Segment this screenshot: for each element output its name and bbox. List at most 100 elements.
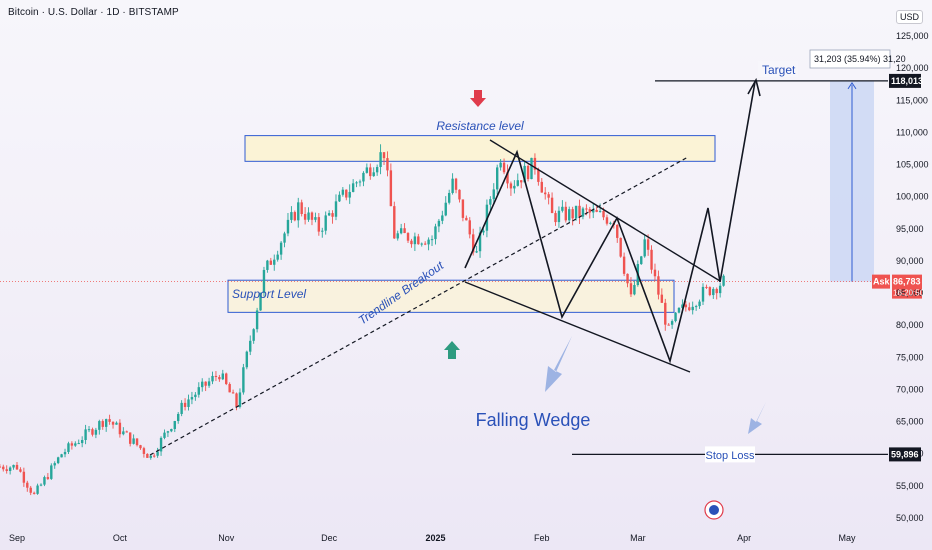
candle-body: [334, 201, 338, 217]
candle-body: [214, 375, 218, 378]
candle-body: [207, 381, 211, 386]
y-tick-label: 85,000: [896, 288, 924, 298]
candle-body: [372, 172, 375, 177]
candle-body: [458, 189, 461, 200]
up-arrow-icon: [444, 341, 460, 359]
candle-body: [434, 226, 437, 240]
candle-body: [283, 233, 286, 243]
x-tick-label: 2025: [425, 533, 445, 543]
candle-body: [245, 351, 249, 368]
candle-body: [310, 212, 314, 220]
candles-layer: [0, 144, 725, 496]
candle-body: [550, 197, 554, 214]
candle-body: [664, 302, 667, 325]
currency-button[interactable]: USD: [896, 10, 924, 24]
candle-body: [670, 321, 674, 325]
candle-body: [153, 455, 156, 457]
price-axis[interactable]: 125,000 120,000 115,000 110,000 105,000 100,0…: [896, 31, 929, 523]
candle-body: [39, 484, 43, 486]
candle-body: [674, 312, 677, 322]
candle-body: [564, 206, 567, 221]
candle-body: [681, 304, 684, 308]
symbol-title[interactable]: Bitcoin · U.S. Dollar · 1D · BITSTAMP: [8, 7, 179, 18]
candle-body: [698, 301, 701, 307]
candle-body: [520, 180, 523, 183]
candle-body: [290, 212, 293, 220]
resistance-label: Resistance level: [436, 119, 524, 133]
candle-body: [149, 455, 152, 458]
candle-body: [111, 421, 115, 425]
flag-badge-icon: [709, 505, 719, 515]
candle-body: [43, 477, 46, 485]
candle-body: [389, 170, 393, 207]
y-tick-label: 70,000: [896, 384, 924, 394]
wedge-upper-line: [489, 139, 721, 282]
x-tick-label: Nov: [218, 533, 235, 543]
candle-body: [225, 373, 228, 385]
candle-body: [238, 392, 242, 407]
candle-body: [273, 259, 276, 265]
candle-body: [653, 269, 657, 277]
candle-body: [526, 165, 530, 180]
y-tick-label: 105,000: [896, 160, 929, 170]
candle-body: [602, 210, 605, 218]
candle-body: [276, 254, 279, 260]
candle-body: [530, 157, 533, 180]
candle-body: [163, 432, 166, 438]
candle-body: [300, 202, 303, 215]
candle-body: [461, 199, 465, 218]
candle-body: [94, 429, 98, 435]
stop-price-box: [889, 447, 921, 462]
candle-body: [132, 438, 135, 444]
candle-body: [156, 451, 159, 456]
candle-body: [578, 205, 581, 217]
candle-body: [26, 482, 29, 488]
candle-body: [708, 287, 712, 296]
candle-body: [279, 242, 283, 255]
candle-body: [375, 167, 379, 173]
candle-body: [722, 275, 725, 286]
candle-body: [712, 288, 715, 296]
candle-body: [667, 324, 670, 326]
candle-body: [221, 373, 224, 380]
candle-body: [5, 469, 8, 471]
candle-body: [694, 306, 698, 308]
candle-body: [19, 469, 22, 472]
candle-body: [554, 213, 557, 223]
candle-body: [537, 169, 540, 182]
candle-body: [235, 393, 238, 407]
y-tick-label: 75,000: [896, 352, 924, 362]
support-label: Support Level: [232, 287, 306, 301]
candle-body: [609, 222, 612, 224]
candle-body: [122, 431, 125, 435]
candle-body: [588, 209, 592, 213]
candle-body: [650, 249, 653, 270]
candle-body: [616, 224, 619, 238]
x-tick-label: May: [839, 533, 857, 543]
candle-body: [605, 217, 609, 224]
candle-body: [447, 192, 451, 203]
candle-body: [386, 158, 389, 171]
candle-body: [423, 243, 427, 245]
candle-body: [595, 209, 598, 212]
candle-body: [194, 394, 197, 398]
pointer-arrow-icon: [748, 402, 766, 434]
stop-loss-label: Stop Loss: [706, 450, 755, 462]
time-axis[interactable]: Sep Oct Nov Dec 2025 Feb Mar Apr May: [9, 533, 856, 543]
candle-body: [509, 183, 513, 189]
countdown-label: 16:20:50: [893, 289, 925, 298]
candle-body: [513, 185, 516, 189]
candle-body: [643, 239, 646, 257]
candle-body: [307, 212, 310, 220]
candle-body: [170, 429, 173, 432]
candle-body: [187, 399, 190, 407]
candle-body: [516, 180, 519, 186]
measure-readout: 31,203 (35.94%) 31,20: [814, 54, 906, 64]
candle-body: [115, 422, 118, 425]
y-tick-label: 125,000: [896, 31, 929, 41]
candle-body: [50, 465, 53, 479]
candle-body: [355, 182, 358, 184]
